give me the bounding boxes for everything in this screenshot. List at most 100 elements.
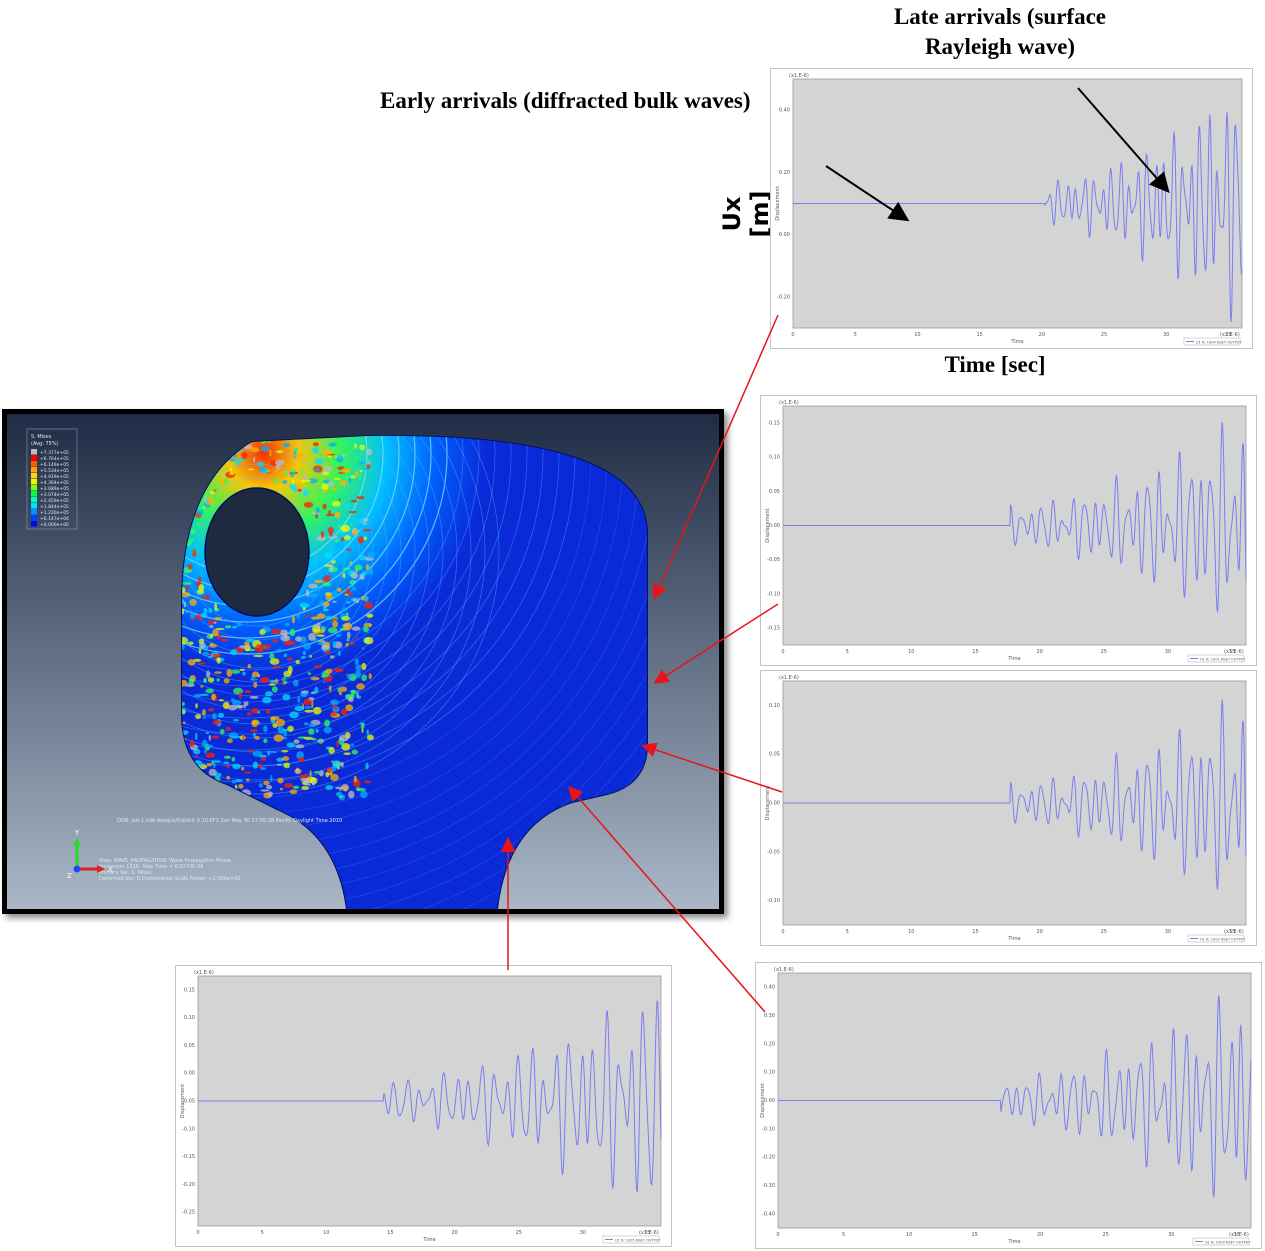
x-tick-label: 20 [1037, 1232, 1043, 1238]
plot-panel-mid2: (x1.E-6) (x1.E-6) 0.10 0.05 0.00 -0.05 -0.10 0 5… [760, 670, 1257, 946]
y-tick-label: -0.20 [182, 1182, 195, 1188]
plot-panel-bottom-right: (x1.E-6) (x1.E-6) 0.40 0.30 0.20 0.10 0.00 -0.1… [755, 962, 1262, 1249]
y-tick-label: -0.20 [762, 1155, 775, 1161]
axis-x-label: X [108, 866, 113, 874]
x-tick-label: 25 [1101, 332, 1107, 338]
odb-info: ODB: Job-1.odb Abaqus/Explicit 6.10-EF1 … [117, 818, 342, 824]
y-tick-label: -0.30 [762, 1183, 775, 1189]
x-tick-label: 0 [196, 1230, 199, 1236]
series-legend-label: U1 N: 1002 NSET OUTPUT [1200, 938, 1246, 942]
plot-panel-mid1: (x1.E-6) (x1.E-6) 0.15 0.10 0.05 0.00 -0.05 -0.… [760, 395, 1257, 666]
unit-tag: (x1.E-6) [779, 400, 799, 406]
x-axis-label: Time [1007, 1239, 1020, 1245]
displacement-trace [783, 422, 1247, 613]
legend-subtitle: (Avg: 75%) [31, 441, 59, 447]
legend-swatch [31, 455, 37, 461]
x-tick-label: 25 [516, 1230, 522, 1236]
plot-svg: (x1.E-6)(x1.E-6)0.150.100.050.00-0.05-0.… [765, 400, 1247, 663]
x-tick-label: 10 [323, 1230, 329, 1236]
legend-value: +7.377e+05 [40, 450, 69, 456]
x-axis-label: Time [1007, 656, 1020, 662]
x-tick-label: 25 [1101, 649, 1107, 655]
legend-value: +4.919e+05 [40, 474, 69, 480]
deformed-var-info: Deformed Var: U Deformation Scale Factor… [99, 876, 241, 882]
bolt-hole [204, 487, 310, 617]
y-tick-label: -0.05 [767, 849, 780, 855]
legend-swatch [31, 509, 37, 515]
unit-tag-x: (x1.E-6) [1224, 649, 1244, 655]
series-legend-label: U1 N: 1003 NSET OUTPUT [1205, 1241, 1251, 1245]
y-tick-label: -0.20 [777, 294, 790, 300]
axis-z-label: Z [67, 872, 72, 880]
x-tick-label: 30 [1163, 332, 1169, 338]
y-axis-label: Displacement [760, 1083, 766, 1117]
y-tick-label: 0.15 [184, 987, 195, 993]
legend-swatch [31, 473, 37, 479]
axis-y-label: Y [74, 829, 80, 837]
x-tick-label: 15 [972, 929, 978, 935]
legend-swatch [31, 485, 37, 491]
y-tick-label: -0.05 [182, 1099, 195, 1105]
y-tick-label: -0.10 [767, 898, 780, 904]
y-tick-label: -0.05 [767, 557, 780, 563]
primary-var-info: Primary Var: S, Mises [99, 870, 152, 876]
y-tick-label: 0.40 [779, 108, 790, 114]
x-tick-label: 35 [1225, 332, 1231, 338]
late-arrivals-line1: Late arrivals (surface [893, 4, 1107, 29]
axis-triad: Y X Z [67, 829, 113, 880]
legend-value: +1.844e+05 [40, 504, 69, 510]
y-tick-label: -0.10 [767, 591, 780, 597]
y-tick-label: 0.10 [769, 455, 780, 461]
y-tick-label: 0.10 [769, 703, 780, 709]
series-legend [1183, 337, 1241, 346]
x-tick-label: 15 [387, 1230, 393, 1236]
y-tick-label: 0.10 [184, 1015, 195, 1021]
x-tick-label: 10 [914, 332, 920, 338]
legend-swatch [31, 479, 37, 485]
legend-swatch [31, 491, 37, 497]
y-tick-label: -0.40 [762, 1211, 775, 1217]
x-tick-label: 15 [976, 332, 982, 338]
legend-swatch [31, 515, 37, 521]
displacement-trace [783, 699, 1247, 890]
series-legend [1187, 654, 1245, 663]
legend-value: +4.304e+05 [40, 480, 69, 486]
legend-value: +2.459e+05 [40, 498, 69, 504]
legend-title: S, Mises [31, 434, 52, 440]
fem-svg: S, Mises (Avg: 75%) +7.377e+05+6.764e+05… [7, 414, 719, 909]
y-tick-label: 0.10 [764, 1070, 775, 1076]
x-tick-label: 0 [781, 929, 784, 935]
y-tick-label: 0.00 [184, 1071, 195, 1077]
y-tick-label: 0.40 [764, 985, 775, 991]
y-tick-label: -0.10 [182, 1126, 195, 1132]
x-axis-label: Time [422, 1237, 435, 1243]
unit-tag: (x1.E-6) [774, 967, 794, 973]
fem-simulation-view: S, Mises (Avg: 75%) +7.377e+05 +6.764e+05… [2, 409, 724, 914]
y-tick-label: -0.25 [182, 1210, 195, 1216]
y-tick-label: -0.15 [182, 1154, 195, 1160]
legend-swatch [31, 449, 37, 455]
series-legend [602, 1235, 660, 1244]
unit-tag-x: (x1.E-6) [1224, 929, 1244, 935]
x-tick-label: 0 [791, 332, 794, 338]
x-tick-label: 5 [261, 1230, 264, 1236]
x-tick-label: 35 [1229, 649, 1235, 655]
plot-panel-top: (x1.E-6) (x1.E-6) 0.40 0.20 0.00 -0.20 0 5 10 15 2… [770, 68, 1253, 349]
y-tick-label: -0.10 [762, 1126, 775, 1132]
unit-tag-x: (x1.E-6) [1220, 332, 1240, 338]
y-tick-label: 0.00 [769, 801, 780, 807]
late-arrivals-line2: Rayleigh wave) [924, 34, 1076, 59]
plot-panel-bottom-left: (x1.E-6) (x1.E-6) 0.15 0.10 0.05 0.00 -0.05 -0.… [175, 965, 672, 1247]
unit-tag-x: (x1.E-6) [1229, 1232, 1249, 1238]
x-tick-label: 20 [1036, 929, 1042, 935]
x-tick-label: 20 [451, 1230, 457, 1236]
unit-tag: (x1.E-6) [194, 970, 214, 976]
x-tick-label: 30 [1168, 1232, 1174, 1238]
y-axis-label: Displacement [765, 786, 771, 820]
displacement-trace [198, 999, 662, 1193]
displacement-trace [778, 995, 1252, 1198]
legend-swatch [31, 461, 37, 467]
x-tick-label: 15 [972, 649, 978, 655]
x-tick-label: 10 [908, 649, 914, 655]
contour-legend: S, Mises (Avg: 75%) +7.377e+05+6.764e+05… [26, 428, 78, 530]
